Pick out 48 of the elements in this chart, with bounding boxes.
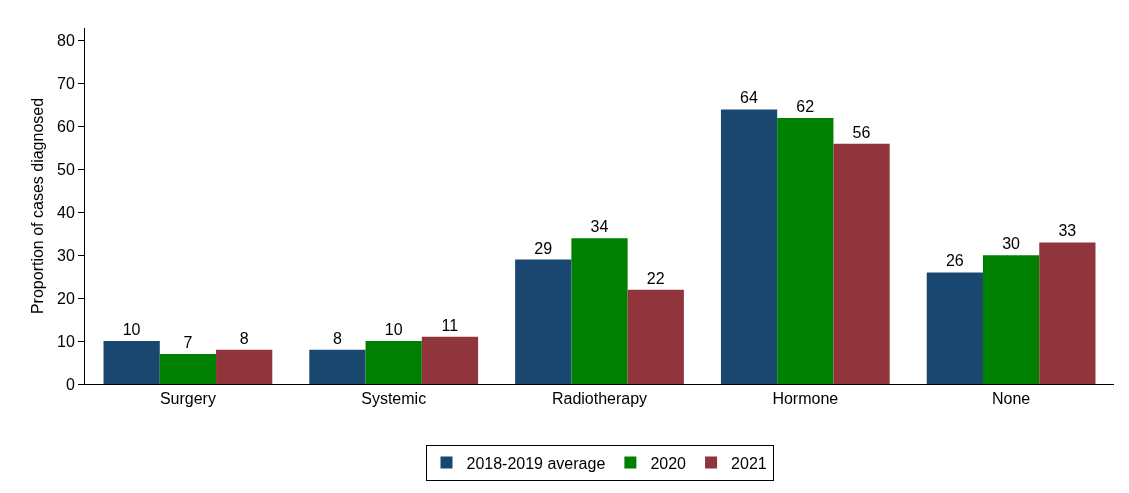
data-label: 64 bbox=[740, 89, 758, 107]
y-tick-label: 50 bbox=[57, 161, 75, 179]
y-tick-label: 30 bbox=[57, 246, 75, 264]
data-label: 11 bbox=[441, 316, 459, 334]
data-label: 22 bbox=[646, 269, 665, 287]
data-label: 33 bbox=[1058, 222, 1077, 240]
data-label: 8 bbox=[239, 329, 249, 347]
bar bbox=[720, 109, 778, 384]
bar bbox=[421, 336, 479, 384]
x-tick-label: None bbox=[991, 390, 1031, 408]
legend-label: 2018-2019 average bbox=[466, 454, 606, 472]
bar bbox=[833, 143, 890, 384]
bar bbox=[777, 118, 834, 384]
bar bbox=[571, 238, 628, 384]
bar bbox=[309, 349, 366, 384]
bar bbox=[216, 349, 273, 384]
legend-label: 2021 bbox=[731, 454, 767, 472]
legend-label: 2020 bbox=[650, 454, 687, 472]
y-tick-label: 70 bbox=[57, 75, 75, 93]
bar bbox=[1039, 242, 1096, 384]
data-label: 8 bbox=[332, 329, 342, 347]
data-label: 30 bbox=[1002, 235, 1021, 253]
bar bbox=[926, 272, 983, 384]
data-label: 29 bbox=[534, 239, 553, 257]
y-tick-label: 40 bbox=[57, 204, 75, 222]
bar bbox=[515, 259, 572, 384]
data-label: 10 bbox=[384, 321, 403, 339]
y-axis-title: Proportion of cases diagnosed bbox=[29, 97, 46, 315]
y-tick-label: 0 bbox=[65, 375, 75, 393]
data-label: 7 bbox=[183, 333, 193, 351]
x-tick-label: Hormone bbox=[772, 390, 839, 408]
bar bbox=[365, 341, 422, 384]
y-tick-label: 20 bbox=[57, 289, 75, 307]
x-tick-label: Systemic bbox=[361, 390, 427, 408]
x-tick-label: Radiotherapy bbox=[551, 390, 648, 408]
data-label: 34 bbox=[590, 218, 609, 236]
bar bbox=[159, 353, 217, 384]
bar bbox=[627, 289, 684, 384]
data-label: 56 bbox=[852, 123, 871, 141]
x-tick-label: Surgery bbox=[159, 390, 216, 408]
y-tick-label: 10 bbox=[57, 332, 75, 350]
data-label: 26 bbox=[945, 252, 964, 270]
y-tick-label: 80 bbox=[57, 32, 75, 50]
bar bbox=[982, 255, 1040, 384]
data-label: 10 bbox=[122, 321, 141, 339]
bar bbox=[103, 341, 160, 384]
data-label: 62 bbox=[796, 98, 815, 116]
y-tick-label: 60 bbox=[57, 118, 75, 136]
